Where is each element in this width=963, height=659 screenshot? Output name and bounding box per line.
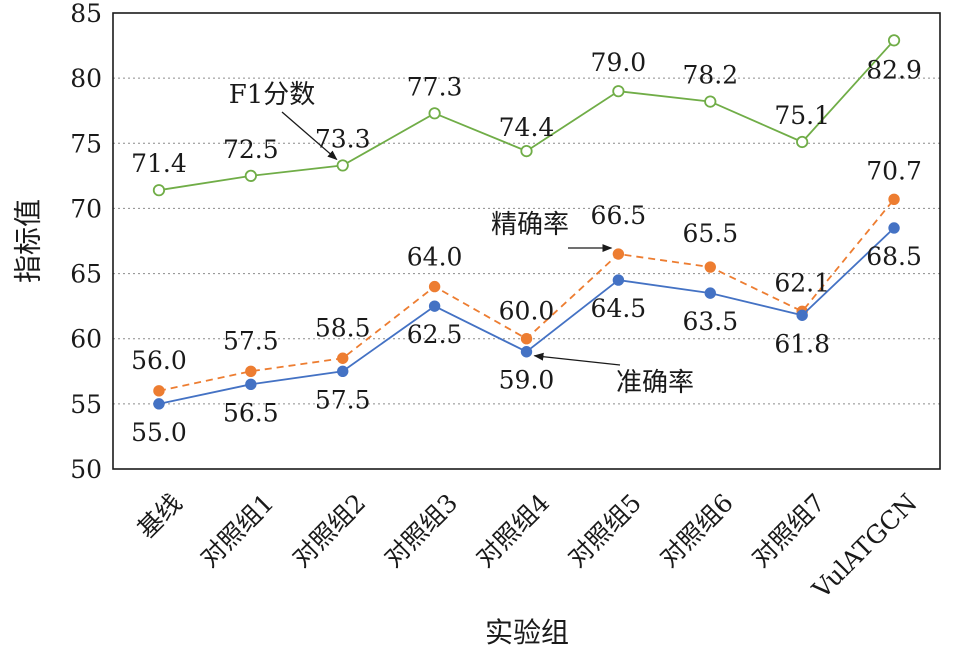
x-tick-label: 对照组7: [746, 488, 831, 573]
precision-value-label: 57.5: [223, 326, 279, 355]
data-point: [336, 159, 349, 172]
y-tick-label: 55: [70, 390, 102, 419]
precision-value-label: 58.5: [315, 313, 371, 342]
data-point: [152, 184, 166, 197]
precision-value-label: 64.0: [407, 243, 463, 272]
accuracy-value-label: 55.0: [131, 418, 187, 447]
f1-value-label: 72.5: [223, 135, 279, 164]
plot-frame: [112, 12, 941, 470]
accuracy-value-label: 56.5: [223, 398, 279, 427]
y-tick-label: 85: [70, 0, 102, 28]
data-point: [704, 287, 716, 299]
f1-value-label: 82.9: [866, 55, 922, 84]
series-2: [153, 193, 900, 397]
precision-value-label: 66.5: [591, 201, 647, 230]
data-point: [796, 135, 809, 149]
data-point: [520, 333, 533, 345]
precision-value-label: 70.7: [866, 156, 922, 185]
y-tick-labels: 50 55 60 65 70 75 80 85: [70, 0, 102, 484]
data-point: [888, 222, 900, 234]
series-group: [152, 34, 901, 410]
accuracy-value-label: 59.0: [499, 366, 555, 395]
x-tick-label: 对照组4: [470, 488, 555, 573]
data-point: [704, 95, 717, 108]
y-tick-label: 80: [70, 64, 102, 93]
y-tick-label: 50: [70, 455, 102, 484]
data-point: [704, 261, 716, 273]
data-point: [337, 365, 349, 377]
data-point: [244, 169, 257, 182]
f1-value-label: 77.3: [407, 72, 463, 101]
y-tick-label: 60: [70, 325, 102, 354]
x-tick-label: 对照组5: [562, 488, 647, 573]
f1-value-label: 71.4: [131, 149, 187, 178]
f1-value-label: 75.1: [774, 101, 830, 130]
data-point: [796, 309, 808, 321]
f1-value-label: 73.3: [315, 124, 371, 153]
data-point: [428, 280, 441, 293]
accuracy-value-label: 63.5: [682, 307, 738, 336]
annotation-label: F1分数: [229, 80, 316, 110]
x-tick-label: 对照组1: [195, 488, 280, 573]
x-tick-label: 对照组3: [378, 488, 463, 573]
data-point: [520, 145, 533, 158]
data-point: [153, 385, 165, 397]
precision-value-label: 60.0: [499, 297, 555, 326]
accuracy-value-label: 57.5: [315, 385, 371, 414]
data-point: [612, 274, 625, 286]
series-3: [153, 222, 900, 410]
x-axis-title: 实验组: [485, 616, 569, 649]
annotation-arrow: [533, 352, 621, 366]
precision-value-label: 56.0: [131, 346, 187, 375]
data-point: [888, 193, 900, 206]
y-axis-title: 指标值: [12, 199, 45, 283]
f1-value-label: 78.2: [682, 61, 738, 90]
series-1: [152, 34, 901, 197]
accuracy-value-label: 68.5: [866, 242, 922, 271]
x-tick-label: 基线: [132, 488, 188, 544]
x-tick-label: 对照组2: [287, 488, 372, 573]
accuracy-value-label: 62.5: [407, 320, 463, 349]
data-point: [428, 107, 441, 120]
accuracy-value-label: 64.5: [591, 294, 647, 323]
data-point: [612, 85, 625, 98]
data-point: [887, 34, 901, 47]
data-point: [153, 398, 165, 410]
x-tick-label: 对照组6: [654, 488, 739, 573]
data-point: [245, 365, 257, 377]
data-point: [612, 248, 625, 260]
y-tick-label: 75: [70, 129, 102, 158]
annotation-label: 准确率: [616, 368, 694, 398]
y-tick-label: 65: [70, 260, 102, 289]
precision-value-label: 62.1: [774, 268, 830, 297]
data-point: [337, 352, 349, 364]
f1-value-label: 79.0: [591, 48, 647, 77]
precision-value-label: 65.5: [682, 219, 738, 248]
data-point: [520, 346, 533, 358]
data-point: [428, 300, 441, 312]
annotation-arrow: [281, 111, 338, 161]
y-tick-label: 70: [70, 194, 102, 223]
annotation-label: 精确率: [491, 210, 569, 240]
accuracy-value-label: 61.8: [774, 329, 830, 358]
data-labels: 71.4 72.5 73.3 77.3 74.4 79.0 78.2 75.1 82.9 56.0…: [131, 48, 922, 447]
data-point: [245, 378, 257, 391]
f1-value-label: 74.4: [499, 113, 555, 142]
